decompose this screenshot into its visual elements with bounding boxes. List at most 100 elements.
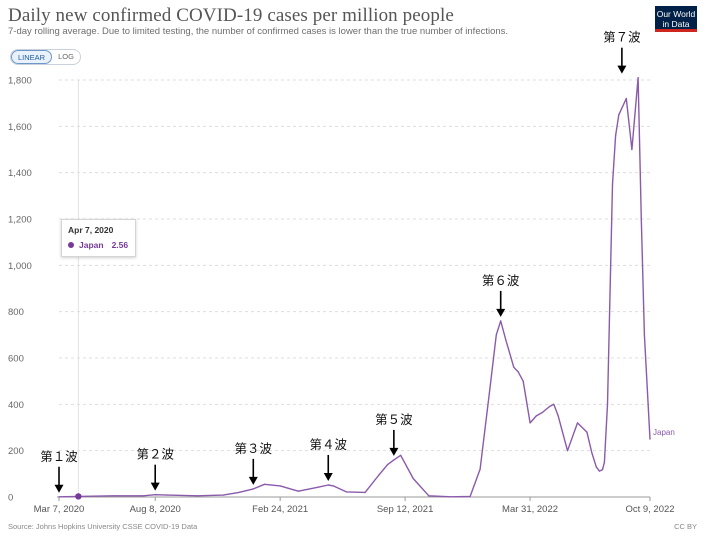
tooltip-date: Apr 7, 2020 xyxy=(68,225,114,235)
data-point xyxy=(167,494,169,496)
data-point xyxy=(112,495,114,497)
series-end-label: Japan xyxy=(653,428,675,437)
y-tick-label: 600 xyxy=(8,354,24,365)
y-tick-label: 1,400 xyxy=(8,168,32,179)
annotation-arrowhead xyxy=(617,65,627,74)
data-point xyxy=(606,403,609,405)
source-note[interactable]: Source: Johns Hopkins University CSSE CO… xyxy=(8,522,198,531)
data-point xyxy=(317,486,319,488)
data-point xyxy=(479,468,481,470)
data-point xyxy=(197,495,199,497)
x-tick-label: Sep 12, 2021 xyxy=(377,504,434,515)
tooltip-row: Japan 2.56 xyxy=(68,240,129,250)
data-point xyxy=(450,496,452,498)
data-point xyxy=(603,461,605,463)
data-point xyxy=(625,97,627,100)
annotation-label: 第７波 xyxy=(603,31,641,45)
data-point xyxy=(469,495,471,498)
y-tick-label: 1,000 xyxy=(8,261,32,272)
chart-title: Daily new confirmed COVID-19 cases per m… xyxy=(8,5,454,26)
x-tick-label: Mar 31, 2022 xyxy=(502,504,558,515)
data-point xyxy=(591,452,593,454)
x-tick-label: Mar 7, 2020 xyxy=(34,504,85,515)
data-point xyxy=(566,450,569,452)
data-point xyxy=(327,484,329,486)
data-point xyxy=(393,459,395,461)
x-tick-label: Aug 8, 2020 xyxy=(130,504,181,515)
data-point xyxy=(615,135,617,137)
tooltip: Apr 7, 2020 Japan 2.56 xyxy=(61,219,136,257)
data-point xyxy=(522,380,524,382)
data-point xyxy=(279,485,281,487)
log-scale-button[interactable]: LOG xyxy=(58,52,74,61)
data-point xyxy=(297,490,299,492)
y-tick-label: 0 xyxy=(8,493,13,504)
license-link[interactable]: CC BY xyxy=(674,522,697,531)
data-point xyxy=(495,334,497,336)
series-line-japan xyxy=(58,76,651,498)
y-tick-label: 800 xyxy=(8,307,24,318)
data-point xyxy=(640,218,642,220)
data-point xyxy=(557,415,559,417)
annotation-label: 第６波 xyxy=(482,274,520,288)
data-point xyxy=(517,371,519,373)
annotation-arrowhead xyxy=(496,308,506,317)
data-point xyxy=(400,454,402,456)
chart-subtitle: 7-day rolling average. Due to limited te… xyxy=(8,26,509,37)
logo-line-2: in Data xyxy=(662,19,690,29)
annotation-label: 第１波 xyxy=(40,450,78,464)
data-point xyxy=(142,495,144,497)
data-point xyxy=(548,406,551,408)
tooltip-value: 2.56 xyxy=(111,240,129,250)
data-point xyxy=(601,469,604,471)
data-point xyxy=(598,470,600,472)
data-point xyxy=(541,411,544,414)
data-point xyxy=(618,114,620,116)
data-point xyxy=(154,494,156,496)
scale-toggle[interactable]: LINEAR LOG xyxy=(10,49,81,65)
data-point xyxy=(332,485,334,487)
linear-scale-button[interactable]: LINEAR xyxy=(11,50,53,64)
data-point xyxy=(608,320,610,322)
annotation-arrowhead xyxy=(389,447,399,456)
annotation-label: 第４波 xyxy=(310,438,348,452)
data-point xyxy=(513,366,515,368)
data-point xyxy=(58,496,60,498)
data-point xyxy=(412,477,414,480)
annotation-label: 第２波 xyxy=(136,448,174,462)
y-tick-label: 1,200 xyxy=(8,215,32,226)
owid-logo[interactable]: Our World in Data xyxy=(655,6,697,32)
data-point xyxy=(643,334,645,336)
data-point xyxy=(378,474,380,476)
annotation-label: 第３波 xyxy=(235,442,273,456)
y-tick-label: 1,800 xyxy=(8,76,32,87)
y-tick-label: 1,600 xyxy=(8,122,32,133)
series-dot-icon xyxy=(68,242,74,248)
annotation-arrowhead xyxy=(248,476,258,485)
annotation-arrowhead xyxy=(323,472,333,481)
data-point xyxy=(488,392,491,394)
data-point xyxy=(529,422,531,424)
data-point xyxy=(263,483,266,485)
data-point xyxy=(649,438,651,440)
data-point xyxy=(535,415,537,417)
data-point xyxy=(364,491,366,493)
data-point xyxy=(252,488,254,490)
data-point xyxy=(631,148,633,151)
data-point xyxy=(637,77,639,79)
annotation-arrowhead xyxy=(54,484,64,493)
x-tick-label: Oct 9, 2022 xyxy=(625,504,674,515)
y-tick-label: 400 xyxy=(8,400,24,411)
annotation-arrowhead xyxy=(150,482,160,491)
x-tick-label: Feb 24, 2021 xyxy=(252,504,308,515)
data-point xyxy=(428,495,430,497)
data-point xyxy=(222,494,224,496)
data-point xyxy=(595,466,597,468)
data-point xyxy=(505,338,507,341)
highlight-marker xyxy=(75,493,82,500)
annotation-label: 第５波 xyxy=(375,413,413,427)
data-point xyxy=(345,491,347,493)
y-tick-label: 200 xyxy=(8,446,24,457)
data-point xyxy=(553,403,555,405)
